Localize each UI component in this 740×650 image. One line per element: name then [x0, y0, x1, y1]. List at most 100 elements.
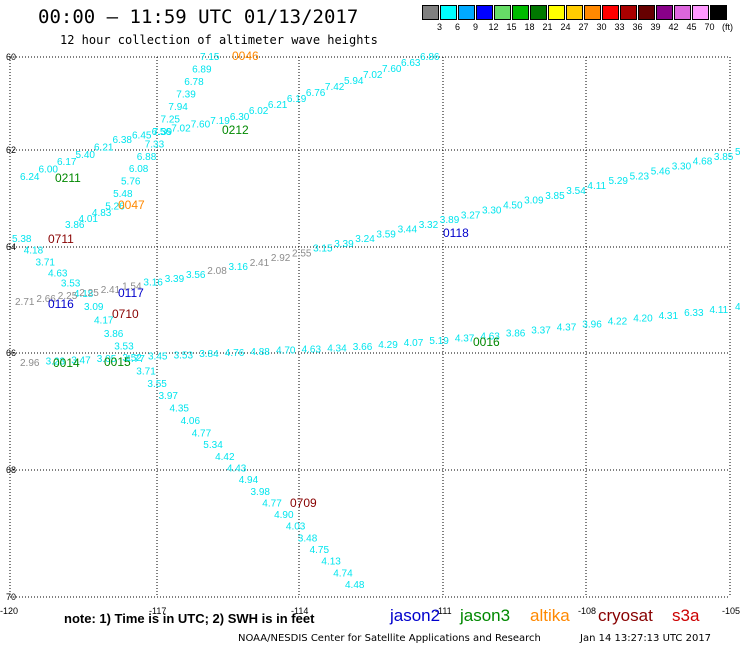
swh-value: 4.18 [74, 289, 94, 300]
credit-line: NOAA/NESDIS Center for Satellite Applica… [238, 633, 541, 644]
swh-value: 2.96 [20, 358, 40, 369]
scale-swatch [638, 5, 655, 20]
scale-swatch [602, 5, 619, 20]
swh-value: 2.08 [207, 266, 227, 277]
swh-value: 6.63 [401, 58, 421, 69]
swh-value: 3.45 [148, 352, 168, 363]
satellite-legend-cryosat: cryosat [598, 606, 653, 625]
swh-value: 4.70 [276, 346, 296, 357]
scale-label: 70 [704, 22, 715, 32]
swh-value: 7.33 [145, 139, 165, 150]
lon-tick-label: -108 [578, 606, 596, 616]
swh-value: 3.85 [545, 191, 565, 202]
scale-label: 12 [488, 22, 499, 32]
lat-tick-label: 66 [6, 348, 16, 358]
swh-value: 7.94 [168, 102, 188, 113]
swh-value: 4.22 [608, 317, 628, 328]
swh-value: 4.35 [170, 404, 190, 415]
swh-value: 6.56 [152, 127, 172, 138]
swh-value: 5.29 [609, 176, 629, 187]
scale-label: 6 [454, 22, 460, 32]
swh-value: 3.54 [566, 186, 586, 197]
scale-swatch [656, 5, 673, 20]
scale-swatch [530, 5, 547, 20]
swh-value: 4.75 [310, 545, 330, 556]
swh-value: 4.90 [274, 510, 294, 521]
lat-tick-label: 60 [6, 52, 16, 62]
swh-value: 4.29 [378, 340, 398, 351]
swh-value: 4.88 [250, 347, 270, 358]
scale-label: 39 [650, 22, 661, 32]
satellite-legend-s3a: s3a [672, 606, 700, 625]
pass-time-label: 0046 [232, 49, 259, 63]
swh-value: 3.96 [582, 320, 602, 331]
swh-value: 3.66 [353, 342, 373, 353]
swh-value: 3.84 [199, 349, 219, 360]
swh-value: 4.31 [659, 311, 679, 322]
scale-label: 42 [668, 22, 679, 32]
swh-value: 4.63 [480, 331, 500, 342]
swh-value: 7.60 [191, 120, 211, 131]
swh-value: 6.21 [94, 142, 114, 153]
swh-value: 4.37 [455, 334, 475, 345]
swh-value: 3.44 [398, 225, 418, 236]
pass-time-label: 0117 [118, 286, 144, 300]
scale-swatch [458, 5, 475, 20]
scale-swatch [692, 5, 709, 20]
lon-tick-label: -105 [722, 606, 740, 616]
swh-value: 3.48 [298, 533, 318, 544]
swh-value: 5.10 [735, 147, 740, 158]
swh-value: 3.71 [136, 366, 156, 377]
swh-value: 4.74 [333, 568, 353, 579]
scale-label: 21 [542, 22, 553, 32]
swh-value: 6.30 [230, 112, 250, 123]
swh-value: 6.24 [20, 172, 40, 183]
pass-time-label: 0016 [473, 335, 500, 349]
swh-value: 3.16 [143, 278, 163, 289]
swh-value: 4.01 [79, 214, 99, 225]
swh-value: 2.41 [101, 285, 121, 296]
swh-value: 7.02 [171, 123, 191, 134]
swh-value: 3.39 [165, 274, 185, 285]
scale-label: 24 [560, 22, 571, 32]
page-title: 00:00 – 11:59 UTC 01/13/2017 [38, 6, 359, 28]
pass-time-label: 0118 [443, 226, 469, 240]
swh-value: 4.20 [735, 302, 740, 313]
swh-value: 3.53 [174, 350, 194, 361]
swh-value: 2.25 [79, 288, 99, 299]
swh-value: 3.86 [65, 220, 85, 231]
generation-timestamp: Jan 14 13:27:13 UTC 2017 [580, 633, 712, 644]
scale-swatch [620, 5, 637, 20]
pass-time-label: 0211 [55, 171, 81, 185]
pass-time-label: 0212 [222, 123, 249, 137]
swh-value: 7.39 [153, 127, 173, 138]
scale-label: 9 [472, 22, 478, 32]
lon-tick-label: -120 [0, 606, 18, 616]
swh-value: 3.32 [419, 220, 439, 231]
lat-tick-label: 62 [6, 145, 16, 155]
swh-value: 3.09 [524, 196, 544, 207]
lon-tick-label: -117 [149, 606, 166, 616]
swh-value: 5.94 [344, 76, 364, 87]
swh-value: 7.02 [363, 70, 383, 81]
scale-swatch [512, 5, 529, 20]
swh-value: 4.77 [262, 498, 282, 509]
swh-value: 4.17 [94, 316, 114, 327]
swh-value: 3.85 [714, 152, 734, 163]
swh-value: 2.41 [250, 258, 270, 269]
scale-swatch [710, 5, 727, 20]
pass-time-label: 0014 [53, 356, 80, 370]
swh-value: 7.19 [210, 116, 230, 127]
swh-value: 6.78 [184, 77, 204, 88]
swh-value: 7.60 [382, 64, 402, 75]
swh-value: 6.21 [268, 100, 288, 111]
map-grid [9, 56, 731, 598]
swh-value: 7.15 [200, 52, 220, 63]
swh-value: 2.92 [271, 253, 291, 264]
scale-label: 36 [632, 22, 643, 32]
scale-swatch [548, 5, 565, 20]
scale-label: (ft) [722, 22, 733, 32]
swh-value: 7.25 [161, 114, 181, 125]
pass-time-label: 0711 [48, 232, 74, 246]
swh-value: 3.24 [355, 234, 375, 245]
